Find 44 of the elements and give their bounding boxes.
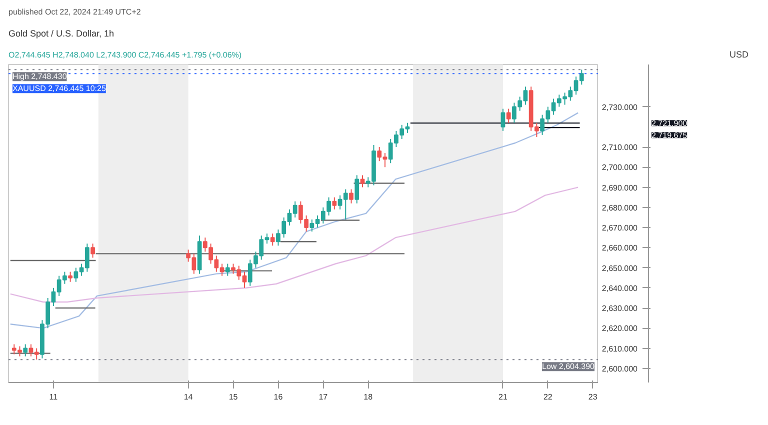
y-tick-label: 2,710.000 — [602, 143, 638, 152]
y-tick-label: 2,640.000 — [602, 284, 638, 293]
x-tick-label: 17 — [318, 392, 328, 402]
y-tick-label: 2,630.000 — [602, 304, 638, 314]
text: 2,721.900 — [652, 119, 688, 128]
candlestick — [500, 108, 506, 132]
x-tick-label: 11 — [49, 392, 58, 402]
x-tick-label: 16 — [274, 392, 284, 402]
candlestick — [506, 108, 511, 124]
candlestick — [225, 263, 230, 276]
x-tick-label: 22 — [543, 392, 553, 402]
line-series — [10, 112, 579, 329]
line-series — [10, 186, 579, 303]
ref-line-label: XAUUSD 2,746.445 10:25 — [12, 84, 106, 94]
x-tick-label: 14 — [184, 392, 194, 402]
text: O2,744.645 H2,748.040 L2,743.900 C2,746.445 +1.795 (+0.06%) — [8, 50, 242, 60]
y-tick-label: 2,600.000 — [602, 364, 638, 374]
candlestick — [360, 174, 365, 188]
y-tick-label: 2,660.000 — [602, 244, 638, 253]
candlestick — [68, 271, 72, 282]
candlestick — [332, 196, 337, 210]
y-tick-label: 2,670.000 — [602, 224, 638, 233]
y-tick-label: 2,700.000 — [602, 163, 638, 172]
candlestick — [270, 233, 275, 246]
text: published Oct 22, 2024 21:49 UTC+2 — [8, 8, 142, 16]
y-tick-label: 2,680.000 — [602, 203, 638, 212]
legend-label: 2,719.675 — [652, 131, 688, 140]
y-tick-label: 2,610.000 — [602, 344, 638, 354]
y-tick-label: 2,650.000 — [602, 264, 638, 273]
x-tick-label: 21 — [498, 392, 508, 402]
candlestick — [349, 188, 354, 204]
y-tick-label: 2,620.000 — [602, 324, 638, 334]
x-tick-label: 18 — [364, 392, 374, 402]
y-tick-label: 2,690.000 — [602, 183, 638, 192]
y-tick-label: 2,730.000 — [602, 102, 638, 112]
ref-line-label: Low 2,604.390 — [542, 362, 596, 372]
chart-title: Gold Spot / U.S. Dollar, 1h — [8, 28, 114, 38]
x-tick-label: 15 — [228, 392, 238, 402]
text: USD — [730, 50, 749, 60]
ref-line-label: High 2,748.430 — [12, 72, 68, 82]
candlestick — [90, 243, 95, 258]
x-tick-label: 23 — [588, 392, 598, 402]
candlestick — [354, 174, 360, 204]
candlestick — [23, 344, 28, 357]
